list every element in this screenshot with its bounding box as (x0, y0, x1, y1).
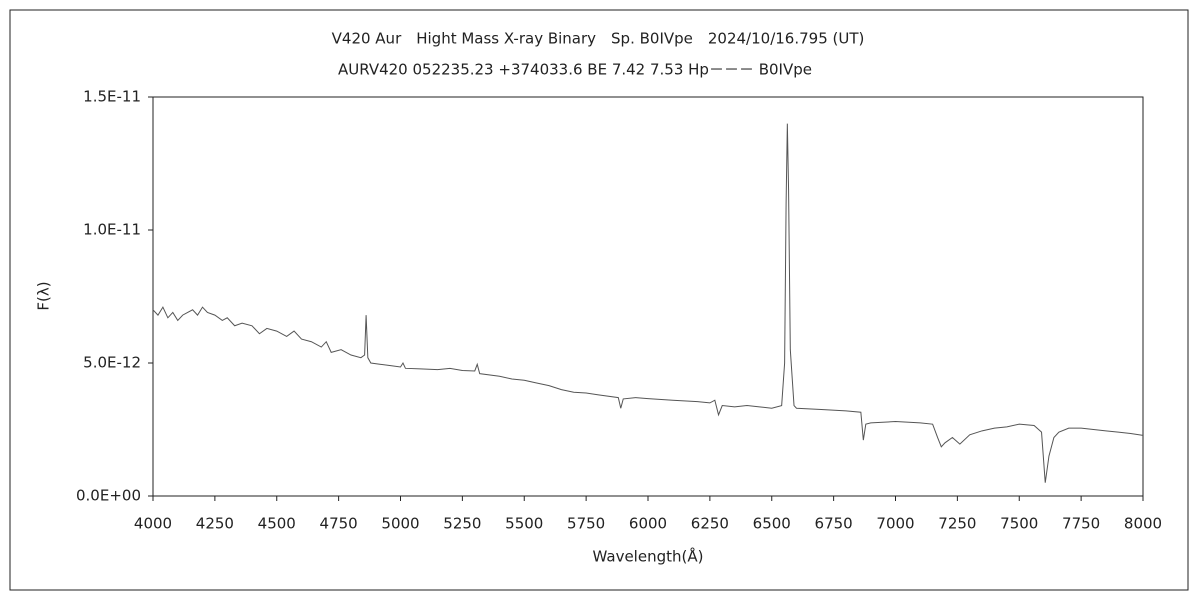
x-tick-label: 4000 (134, 515, 172, 533)
x-tick-label: 5250 (443, 515, 481, 533)
x-tick-label: 4250 (196, 515, 234, 533)
x-tick-label: 7250 (938, 515, 976, 533)
spectrum-line (152, 123, 1144, 483)
y-tick-label: 1.5E-11 (83, 88, 141, 106)
x-tick-label: 6000 (629, 515, 667, 533)
outer-frame (9, 9, 1189, 591)
y-tick-label: 0.0E+00 (76, 487, 141, 505)
y-tick-label: 5.0E-12 (83, 354, 141, 372)
x-tick-label: 5500 (505, 515, 543, 533)
y-tick-label: 1.0E-11 (83, 221, 141, 239)
x-tick-label: 7500 (1000, 515, 1038, 533)
x-tick-label: 4500 (258, 515, 296, 533)
x-tick-label: 6250 (691, 515, 729, 533)
x-axis-label: Wavelength(Å) (593, 547, 704, 566)
x-tick-label: 6750 (815, 515, 853, 533)
y-axis-label: F(λ) (35, 281, 53, 310)
x-tick-label: 5000 (381, 515, 419, 533)
x-tick-label: 8000 (1124, 515, 1162, 533)
x-tick-label: 7000 (876, 515, 914, 533)
x-tick-label: 6500 (753, 515, 791, 533)
chart-subtitle: AURV420 052235.23 +374033.6 BE 7.42 7.53… (338, 61, 812, 79)
chart-title: V420 Aur Hight Mass X-ray Binary Sp. B0I… (332, 30, 865, 48)
x-tick-label: 7750 (1062, 515, 1100, 533)
x-tick-label: 5750 (567, 515, 605, 533)
x-tick-label: 4750 (320, 515, 358, 533)
